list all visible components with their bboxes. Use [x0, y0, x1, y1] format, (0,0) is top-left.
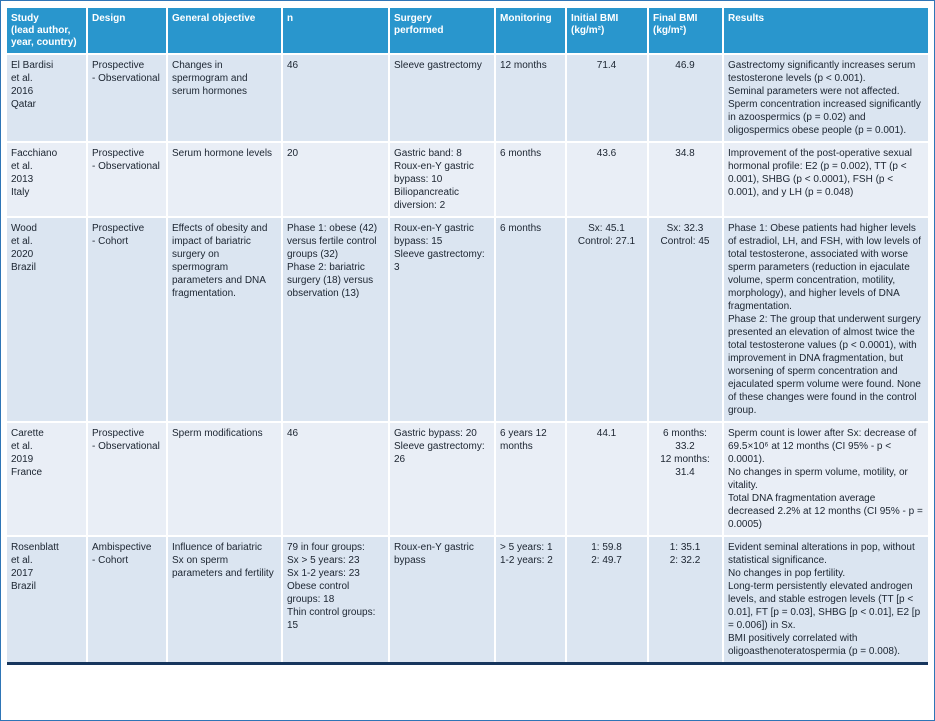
cell-final-bmi: 46.9: [648, 54, 724, 143]
table-row: Facchiano et al. 2013 Italy Prospective …: [7, 142, 928, 218]
cell-design: Prospective - Observational: [87, 54, 168, 143]
cell-study: El Bardisi et al. 2016 Qatar: [7, 54, 88, 143]
cell-surgery: Sleeve gastrectomy: [389, 54, 496, 143]
cell-n: 46: [282, 422, 390, 537]
cell-results: Improvement of the post-operative sexual…: [723, 142, 928, 218]
cell-monitoring: 6 years 12 months: [495, 422, 567, 537]
col-header-design: Design: [87, 8, 168, 55]
col-header-objective: General objective: [167, 8, 283, 55]
cell-surgery: Gastric bypass: 20 Sleeve gastrectomy: 2…: [389, 422, 496, 537]
cell-objective: Influence of bariatric Sx on sperm param…: [167, 536, 283, 665]
table-row: Wood et al. 2020 Brazil Prospective - Co…: [7, 217, 928, 423]
cell-design: Prospective - Cohort: [87, 217, 168, 423]
cell-design: Prospective - Observational: [87, 422, 168, 537]
table-row: El Bardisi et al. 2016 Qatar Prospective…: [7, 54, 928, 143]
cell-monitoring: > 5 years: 1 1-2 years: 2: [495, 536, 567, 665]
cell-final-bmi: 1: 35.1 2: 32.2: [648, 536, 724, 665]
cell-study: Wood et al. 2020 Brazil: [7, 217, 88, 423]
col-header-final-bmi: Final BMI (kg/m²): [648, 8, 724, 55]
cell-study: Rosenblatt et al. 2017 Brazil: [7, 536, 88, 665]
cell-results: Gastrectomy significantly increases seru…: [723, 54, 928, 143]
cell-initial-bmi: 43.6: [566, 142, 649, 218]
cell-initial-bmi: 44.1: [566, 422, 649, 537]
cell-surgery: Gastric band: 8 Roux-en-Y gastric bypass…: [389, 142, 496, 218]
cell-results: Evident seminal alterations in pop, with…: [723, 536, 928, 665]
cell-objective: Serum hormone levels: [167, 142, 283, 218]
cell-n: Phase 1: obese (42) versus fertile contr…: [282, 217, 390, 423]
cell-n: 79 in four groups: Sx > 5 years: 23 Sx 1…: [282, 536, 390, 665]
cell-final-bmi: 6 months: 33.2 12 months: 31.4: [648, 422, 724, 537]
cell-study: Carette et al. 2019 France: [7, 422, 88, 537]
cell-final-bmi: 34.8: [648, 142, 724, 218]
col-header-results: Results: [723, 8, 928, 55]
cell-design: Ambispective - Cohort: [87, 536, 168, 665]
cell-objective: Effects of obesity and impact of bariatr…: [167, 217, 283, 423]
cell-surgery: Roux-en-Y gastric bypass: [389, 536, 496, 665]
cell-objective: Sperm modifications: [167, 422, 283, 537]
col-header-monitoring: Monitoring: [495, 8, 567, 55]
table-row: Carette et al. 2019 France Prospective -…: [7, 422, 928, 537]
cell-surgery: Roux-en-Y gastric bypass: 15 Sleeve gast…: [389, 217, 496, 423]
cell-initial-bmi: Sx: 45.1 Control: 27.1: [566, 217, 649, 423]
cell-objective: Changes in spermogram and serum hormones: [167, 54, 283, 143]
cell-monitoring: 12 months: [495, 54, 567, 143]
table-row: Rosenblatt et al. 2017 Brazil Ambispecti…: [7, 536, 928, 665]
cell-initial-bmi: 71.4: [566, 54, 649, 143]
col-header-initial-bmi: Initial BMI (kg/m²): [566, 8, 649, 55]
studies-table: Study (lead author, year, country) Desig…: [7, 8, 928, 665]
cell-results: Sperm count is lower after Sx: decrease …: [723, 422, 928, 537]
cell-final-bmi: Sx: 32.3 Control: 45: [648, 217, 724, 423]
cell-design: Prospective - Observational: [87, 142, 168, 218]
cell-n: 46: [282, 54, 390, 143]
cell-results: Phase 1: Obese patients had higher level…: [723, 217, 928, 423]
col-header-n: n: [282, 8, 390, 55]
header-row: Study (lead author, year, country) Desig…: [7, 8, 928, 55]
cell-n: 20: [282, 142, 390, 218]
cell-study: Facchiano et al. 2013 Italy: [7, 142, 88, 218]
col-header-study: Study (lead author, year, country): [7, 8, 88, 55]
cell-initial-bmi: 1: 59.8 2: 49.7: [566, 536, 649, 665]
col-header-surgery: Surgery performed: [389, 8, 496, 55]
cell-monitoring: 6 months: [495, 142, 567, 218]
cell-monitoring: 6 months: [495, 217, 567, 423]
